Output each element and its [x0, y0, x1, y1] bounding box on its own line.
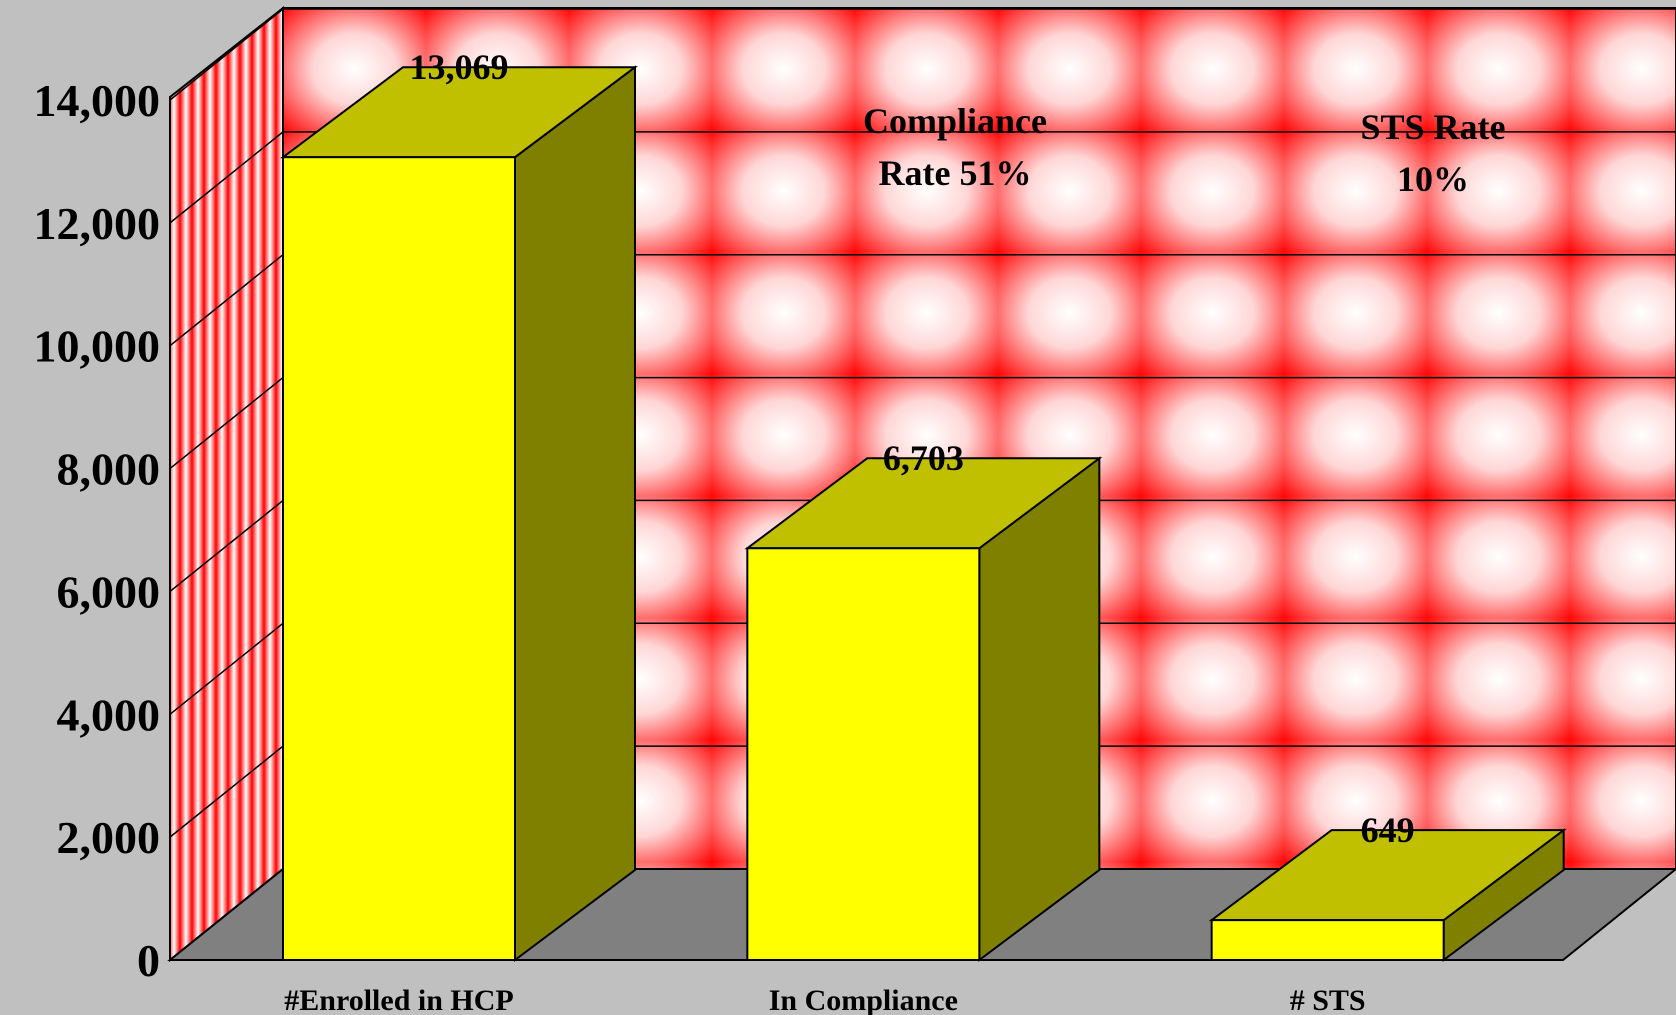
category-label: #Enrolled in HCP	[284, 984, 513, 1015]
side-wall	[170, 8, 283, 960]
bar-front	[747, 548, 979, 960]
value-label: 649	[1361, 810, 1415, 850]
y-axis-ticks: 0 2,000 4,000 6,000 8,000 10,000 12,000 14,000	[34, 75, 161, 986]
y-tick-label: 14,000	[34, 75, 161, 126]
y-tick-label: 0	[137, 935, 160, 986]
bar-1	[283, 67, 635, 960]
bar-front	[1212, 920, 1444, 960]
annotation-line: STS Rate	[1360, 107, 1505, 147]
value-label: 13,069	[410, 47, 509, 87]
y-tick-label: 4,000	[57, 689, 161, 740]
bar-side	[515, 67, 635, 960]
y-tick-label: 10,000	[34, 321, 161, 372]
category-label: In Compliance	[769, 984, 958, 1015]
y-tick-label: 2,000	[57, 812, 161, 863]
bar-2	[747, 458, 1099, 960]
value-label: 6,703	[883, 438, 964, 478]
y-tick-label: 6,000	[57, 566, 161, 617]
bar-front	[283, 157, 515, 960]
category-label: # STS	[1290, 984, 1366, 1015]
y-tick-label: 8,000	[57, 444, 161, 495]
y-tick-label: 12,000	[34, 198, 161, 249]
annotation-line: 10%	[1397, 159, 1469, 199]
annotation-line: Compliance	[863, 101, 1047, 141]
annotation-line: Rate 51%	[879, 153, 1032, 193]
x-axis-categories: #Enrolled in HCP In Compliance # STS	[284, 984, 1365, 1015]
